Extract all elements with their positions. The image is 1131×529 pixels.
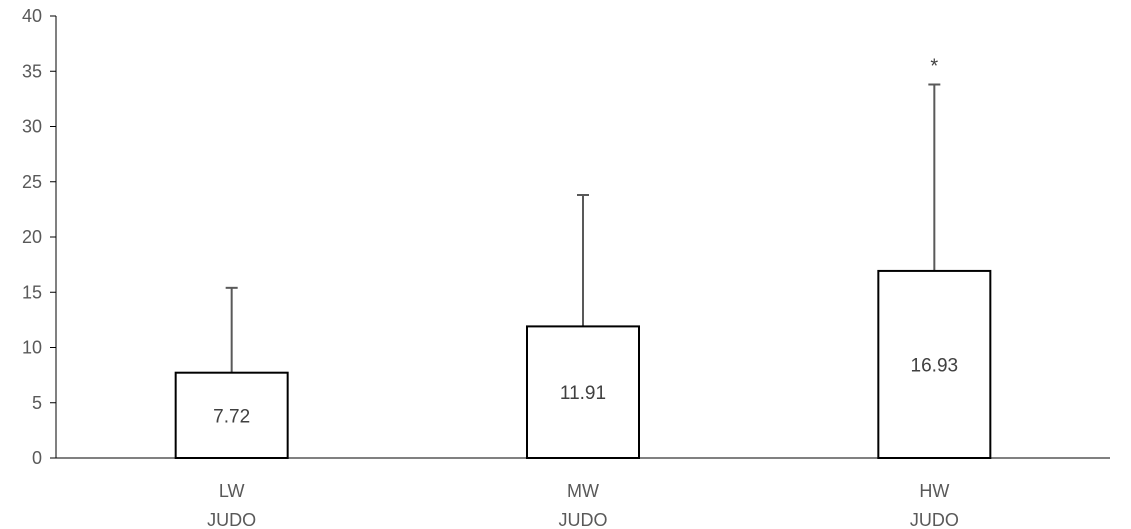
x-category-label: JUDO bbox=[559, 510, 608, 529]
x-category-label: LW bbox=[219, 481, 245, 501]
y-tick-label: 10 bbox=[22, 338, 42, 358]
bars: 7.72 11.91 16.93 bbox=[174, 269, 992, 459]
x-category-label: HW bbox=[919, 481, 949, 501]
y-tick-label: 5 bbox=[32, 393, 42, 413]
y-tick-label: 15 bbox=[22, 282, 42, 302]
data-label: 7.72 bbox=[213, 406, 250, 427]
y-tick-label: 30 bbox=[22, 117, 42, 137]
y-tick-label: 35 bbox=[22, 61, 42, 81]
y-tick-label: 0 bbox=[32, 448, 42, 468]
data-label: 11.91 bbox=[560, 383, 606, 404]
x-category-label: JUDO bbox=[910, 510, 959, 529]
data-label: 16.93 bbox=[911, 355, 959, 376]
x-category-label: MW bbox=[567, 481, 599, 501]
x-category-label: JUDO bbox=[207, 510, 256, 529]
y-tick-label: 25 bbox=[22, 172, 42, 192]
y-tick-label: 40 bbox=[22, 6, 42, 26]
x-axis: LW JUDO MW JUDO HW JUDO bbox=[56, 457, 1110, 529]
y-axis: 0 5 10 15 20 25 30 35 40 bbox=[22, 6, 57, 468]
significance-mark: * bbox=[930, 56, 938, 78]
y-tick-label: 20 bbox=[22, 227, 42, 247]
bar bbox=[877, 269, 992, 459]
error-bars: * bbox=[225, 56, 941, 373]
